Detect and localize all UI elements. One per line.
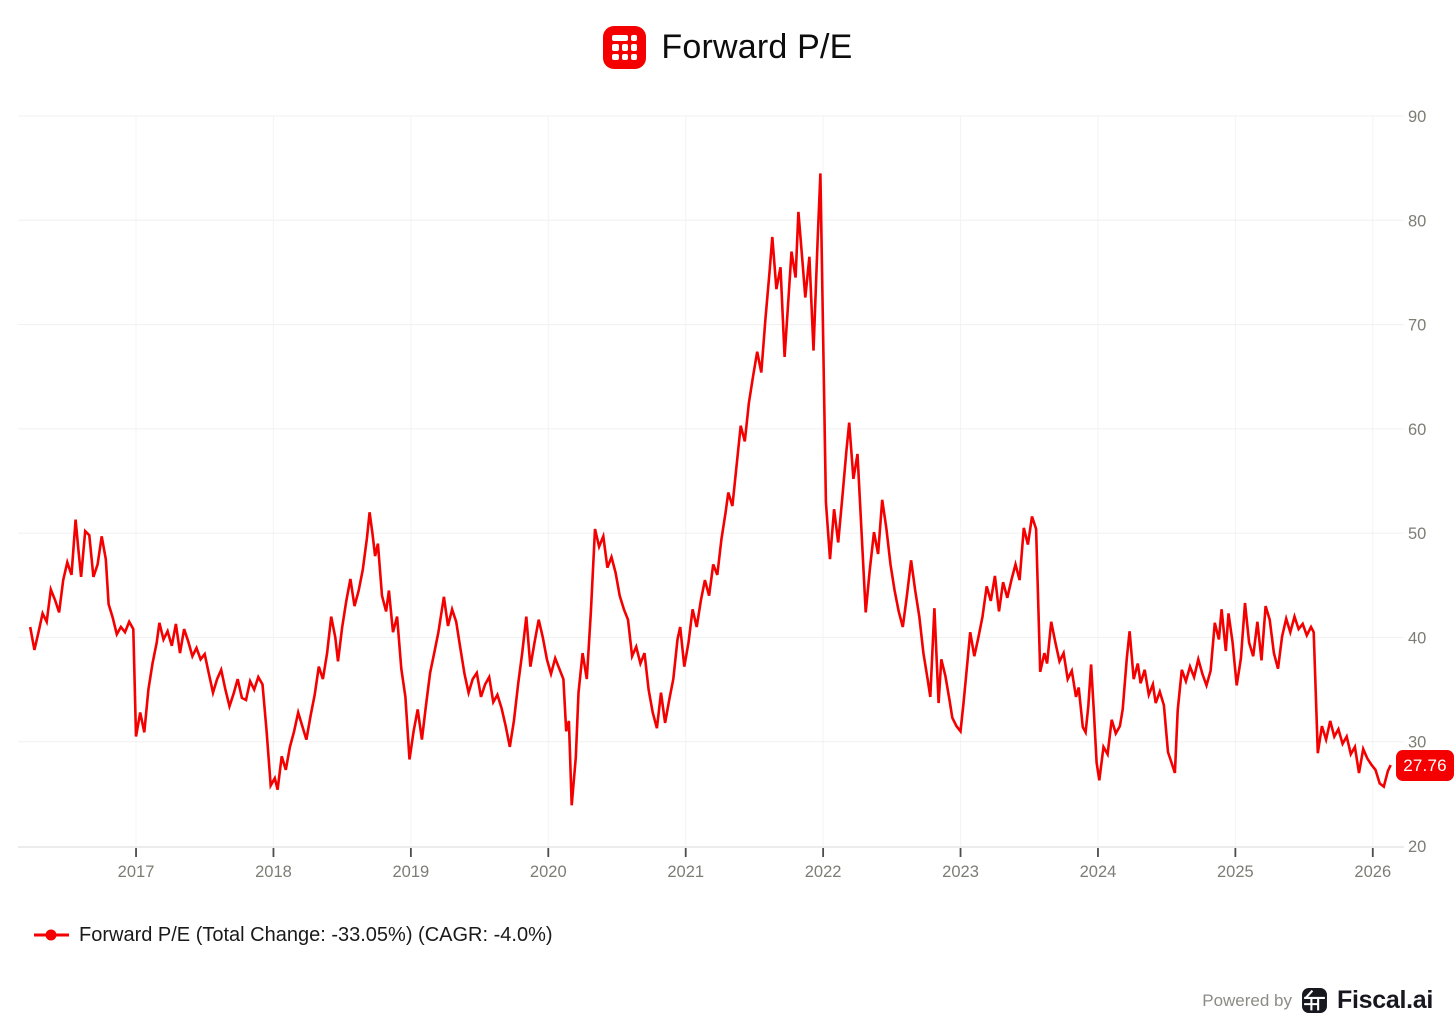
y-tick-label: 90: [1408, 108, 1426, 126]
powered-by-footer[interactable]: Powered by Fiscal.ai: [1202, 986, 1433, 1015]
legend[interactable]: Forward P/E (Total Change: -33.05%) (CAG…: [33, 919, 553, 951]
x-tick-label: 2018: [255, 863, 292, 881]
y-tick-label: 30: [1408, 734, 1426, 752]
x-tick-label: 2017: [118, 863, 155, 881]
y-tick-label: 80: [1408, 212, 1426, 230]
x-tick-label: 2023: [942, 863, 979, 881]
y-tick-label: 40: [1408, 629, 1426, 647]
x-tick-label: 2025: [1217, 863, 1254, 881]
x-tick-label: 2021: [667, 863, 704, 881]
fiscal-ai-logo-icon: [1302, 988, 1327, 1013]
x-tick-label: 2024: [1080, 863, 1117, 881]
x-tick-label: 2020: [530, 863, 567, 881]
fiscal-grid-icon: [603, 26, 647, 69]
y-tick-label: 20: [1408, 838, 1426, 856]
legend-marker-icon: [34, 929, 69, 941]
y-tick-label: 60: [1408, 421, 1426, 439]
forward-pe-chart: 2017 2018 2019 2020 2021 2022 2023 2024 2025 2026…: [18, 108, 1426, 881]
x-tick-label: 2019: [393, 863, 430, 881]
fiscal-ai-wordmark: Fiscal.ai: [1337, 986, 1433, 1014]
x-tick-label: 2026: [1354, 863, 1391, 881]
current-value-badge: 27.76: [1396, 750, 1454, 781]
powered-by-text: Powered by: [1202, 990, 1293, 1010]
y-tick-label: 50: [1408, 525, 1426, 543]
series-line-forward-pe: [28, 173, 1392, 806]
page-title: Forward P/E: [661, 28, 853, 66]
x-tick-label: 2022: [805, 863, 842, 881]
chart-header: Forward P/E: [0, 26, 1456, 69]
legend-label: Forward P/E (Total Change: -33.05%) (CAG…: [79, 923, 553, 946]
y-tick-label: 70: [1408, 317, 1426, 335]
